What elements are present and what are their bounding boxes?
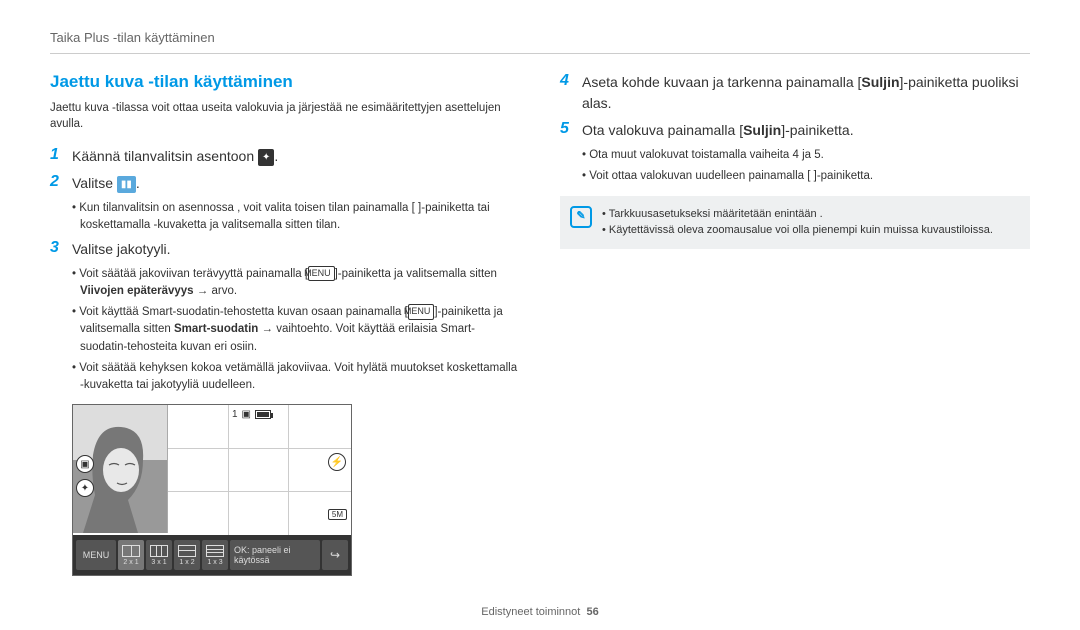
step-2: 2 Valitse ▮▮. [50, 173, 520, 194]
step-5: 5 Ota valokuva painamalla [Suljin]-paini… [560, 120, 1030, 141]
note-line-2: Käytettävissä oleva zoomausalue voi olla… [602, 222, 993, 239]
preview-toolbar: MENU 2 x 1 3 x 1 1 x 2 1 x 3 OK: paneeli… [73, 535, 351, 575]
mode-icon: ✦ [258, 149, 274, 166]
note-box: ✎ Tarkkuusasetukseksi määritetään enintä… [560, 196, 1030, 249]
step-number: 4 [560, 72, 574, 114]
step-5-sub-1: Ota muut valokuvat toistamalla vaiheita … [582, 147, 1030, 164]
step-3-sub-2: Voit käyttää Smart-suodatin-tehostetta k… [72, 304, 520, 356]
step-text: Käännä tilanvalitsin asentoon [72, 148, 254, 164]
step-4: 4 Aseta kohde kuvaan ja tarkenna painama… [560, 72, 1030, 114]
layout-button-3x1[interactable]: 3 x 1 [146, 540, 172, 570]
step-3-sub-1: Voit säätää jakoviivan terävyyttä painam… [72, 266, 520, 301]
next-arrow-button[interactable]: ↪ [322, 540, 348, 570]
step-number: 3 [50, 239, 64, 260]
step-number: 1 [50, 146, 64, 167]
battery-icon [255, 410, 271, 419]
info-icon: ✎ [570, 206, 592, 228]
intro-text: Jaettu kuva -tilassa voit ottaa useita v… [50, 100, 520, 132]
step-text: Valitse [72, 175, 113, 191]
layout-button-2x1[interactable]: 2 x 1 [118, 540, 144, 570]
camera-preview: 1 ▣ ▣ ✦ ⚡ 5M MENU 2 x 1 3 x 1 1 x [72, 404, 352, 576]
resolution-icon: 5M [328, 509, 347, 520]
mode-circle-icon: ▣ [76, 455, 94, 473]
preview-grid: 1 ▣ [168, 405, 351, 535]
step-3-sub-3: Voit säätää kehyksen kokoa vetämällä jak… [72, 360, 520, 395]
step-text: Valitse jakotyyli. [72, 239, 520, 260]
camera-icon: ▣ [242, 409, 251, 420]
menu-icon: MENU [408, 304, 435, 320]
shot-counter: 1 ▣ [232, 409, 271, 420]
step-1: 1 Käännä tilanvalitsin asentoon ✦. [50, 146, 520, 167]
right-column: 4 Aseta kohde kuvaan ja tarkenna painama… [560, 72, 1030, 576]
layout-button-1x2[interactable]: 1 x 2 [174, 540, 200, 570]
menu-button[interactable]: MENU [76, 540, 116, 570]
step-number: 5 [560, 120, 574, 141]
flash-icon: ⚡ [328, 453, 346, 471]
breadcrumb: Taika Plus -tilan käyttäminen [50, 30, 1030, 54]
step-5-sub-2: Voit ottaa valokuvan uudelleen painamall… [582, 168, 1030, 185]
page-footer: Edistyneet toiminnot 56 [0, 606, 1080, 618]
section-title: Jaettu kuva -tilan käyttäminen [50, 72, 520, 92]
effect-circle-icon: ✦ [76, 479, 94, 497]
split-icon: ▮▮ [117, 176, 136, 193]
left-column: Jaettu kuva -tilan käyttäminen Jaettu ku… [50, 72, 520, 576]
step-number: 2 [50, 173, 64, 194]
menu-icon: MENU [308, 266, 335, 282]
step-3: 3 Valitse jakotyyli. [50, 239, 520, 260]
step-2-sub: Kun tilanvalitsin on asennossa , voit va… [72, 200, 520, 235]
note-line-1: Tarkkuusasetukseksi määritetään enintään… [602, 206, 993, 223]
ok-label: OK: paneeli ei käytössä [230, 540, 320, 570]
layout-button-1x3[interactable]: 1 x 3 [202, 540, 228, 570]
